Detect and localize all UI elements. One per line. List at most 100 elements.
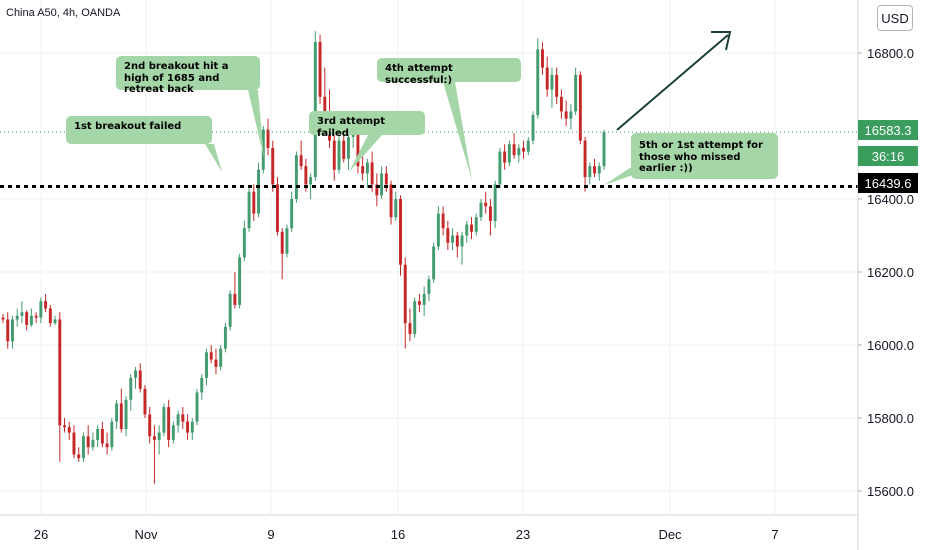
note-1st-breakout: 1st breakout failed <box>66 116 212 144</box>
candle-body <box>257 169 261 214</box>
candle <box>545 56 549 97</box>
candle-body <box>455 235 459 247</box>
candle-body <box>44 301 48 309</box>
candle-body <box>470 224 473 232</box>
candle <box>370 151 374 192</box>
candle-body <box>266 129 270 148</box>
candle <box>474 213 478 236</box>
candle-body <box>25 312 29 325</box>
candle-body <box>34 315 38 318</box>
candle <box>276 177 279 236</box>
candle-body <box>332 140 336 170</box>
candle <box>337 133 341 174</box>
candle <box>96 425 100 448</box>
candle <box>332 126 336 181</box>
note-2nd-breakout: 2nd breakout hit a high of 1685 and retr… <box>116 56 260 95</box>
x-tick-label: 23 <box>516 527 530 542</box>
candle <box>290 191 294 232</box>
note-4-pointer <box>443 82 472 180</box>
candle <box>578 71 582 145</box>
candle-body <box>512 144 516 156</box>
candle-body <box>309 177 313 185</box>
candle-body <box>403 264 407 324</box>
candle-body <box>124 399 128 429</box>
currency-button[interactable]: USD <box>877 5 913 31</box>
candle <box>559 89 563 119</box>
candle <box>588 162 592 185</box>
candle-body <box>86 436 90 448</box>
candle <box>44 293 48 313</box>
candle <box>200 374 204 400</box>
candle <box>257 162 261 218</box>
candle-body <box>384 173 388 185</box>
candle-body <box>588 166 592 178</box>
y-tick-label: 16400.0 <box>867 192 914 207</box>
candle <box>242 220 246 262</box>
candle <box>100 421 104 448</box>
y-tick-label: 15600.0 <box>867 484 914 499</box>
candle-body <box>389 184 393 218</box>
candle <box>266 118 270 156</box>
note-5th-attempt: 5th or 1st attempt for those who missed … <box>631 133 778 179</box>
candle <box>186 414 190 440</box>
candle-body <box>493 184 497 221</box>
candle <box>436 206 440 251</box>
candle-body <box>53 319 57 324</box>
candle <box>602 129 606 170</box>
note-2-pointer <box>248 90 264 158</box>
candle <box>223 323 227 353</box>
candle <box>536 38 540 119</box>
candle-body <box>460 235 464 247</box>
candle-body <box>427 279 431 294</box>
candle-body <box>110 421 114 448</box>
candle-body <box>342 140 346 159</box>
candle <box>167 399 171 448</box>
candle <box>148 407 152 444</box>
candle-body <box>290 199 294 229</box>
candle <box>176 410 180 433</box>
candle-body <box>91 439 95 448</box>
candle <box>365 158 369 189</box>
candle <box>39 297 43 324</box>
note-3rd-attempt: 3rd attempt failed <box>309 111 425 139</box>
candle <box>597 162 601 181</box>
candle-body <box>526 140 530 152</box>
candle <box>219 345 223 371</box>
candle <box>247 188 251 232</box>
candle-body <box>517 147 521 156</box>
candle-body <box>115 403 119 422</box>
candle <box>498 147 502 189</box>
candle-body <box>370 162 374 185</box>
candle-body <box>219 348 223 367</box>
candle-body <box>313 42 317 178</box>
candle <box>48 304 52 327</box>
candle-body <box>394 199 398 218</box>
candle <box>20 301 24 324</box>
candle-body <box>484 202 488 207</box>
candle-body <box>488 206 492 221</box>
candle <box>361 155 365 181</box>
candle-body <box>337 140 341 170</box>
candle <box>209 345 213 364</box>
candle-body <box>413 301 417 335</box>
candle <box>522 140 526 159</box>
candle <box>569 104 573 130</box>
candle-body <box>252 191 256 214</box>
line-price-tag: 16439.6 <box>858 173 918 193</box>
y-tick-label: 16200.0 <box>867 265 914 280</box>
candle-body <box>6 319 10 342</box>
candle-body <box>157 432 161 440</box>
candle <box>91 432 95 451</box>
candle-body <box>1 317 5 320</box>
candle <box>205 348 208 386</box>
candle-body <box>48 308 52 324</box>
candle-body <box>148 414 152 437</box>
candle-body <box>271 147 275 185</box>
candle <box>77 447 81 462</box>
candle-body <box>233 293 237 305</box>
candle <box>15 308 19 327</box>
candle <box>380 166 384 199</box>
candle <box>399 195 402 276</box>
